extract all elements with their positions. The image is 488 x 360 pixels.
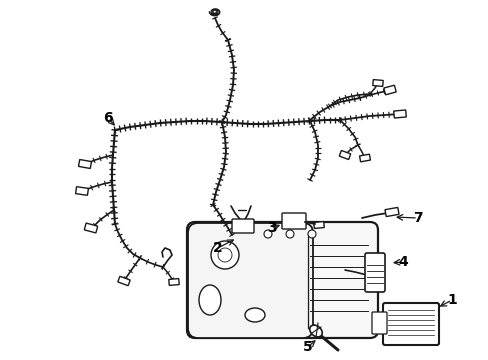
FancyBboxPatch shape <box>371 312 386 334</box>
Circle shape <box>264 230 271 238</box>
FancyBboxPatch shape <box>383 85 395 95</box>
FancyBboxPatch shape <box>282 213 305 229</box>
FancyBboxPatch shape <box>79 159 91 168</box>
FancyBboxPatch shape <box>313 222 324 228</box>
FancyBboxPatch shape <box>364 253 384 292</box>
Ellipse shape <box>199 285 221 315</box>
Text: 3: 3 <box>266 221 276 235</box>
Text: 2: 2 <box>213 241 223 255</box>
FancyBboxPatch shape <box>84 223 98 233</box>
Ellipse shape <box>309 325 322 337</box>
Text: 4: 4 <box>397 255 407 269</box>
Text: 7: 7 <box>412 211 422 225</box>
Circle shape <box>285 230 293 238</box>
FancyBboxPatch shape <box>168 279 179 285</box>
FancyBboxPatch shape <box>118 276 130 285</box>
Ellipse shape <box>244 308 264 322</box>
FancyBboxPatch shape <box>76 187 88 195</box>
FancyBboxPatch shape <box>339 150 350 159</box>
FancyBboxPatch shape <box>382 303 438 345</box>
FancyBboxPatch shape <box>231 219 253 233</box>
Circle shape <box>307 230 315 238</box>
Circle shape <box>210 241 239 269</box>
Text: 6: 6 <box>103 111 113 125</box>
FancyBboxPatch shape <box>393 110 406 118</box>
FancyBboxPatch shape <box>372 80 383 86</box>
FancyBboxPatch shape <box>359 154 369 162</box>
Text: 5: 5 <box>303 340 312 354</box>
FancyBboxPatch shape <box>187 223 312 338</box>
FancyBboxPatch shape <box>186 222 377 338</box>
FancyBboxPatch shape <box>384 207 398 216</box>
Text: 1: 1 <box>446 293 456 307</box>
